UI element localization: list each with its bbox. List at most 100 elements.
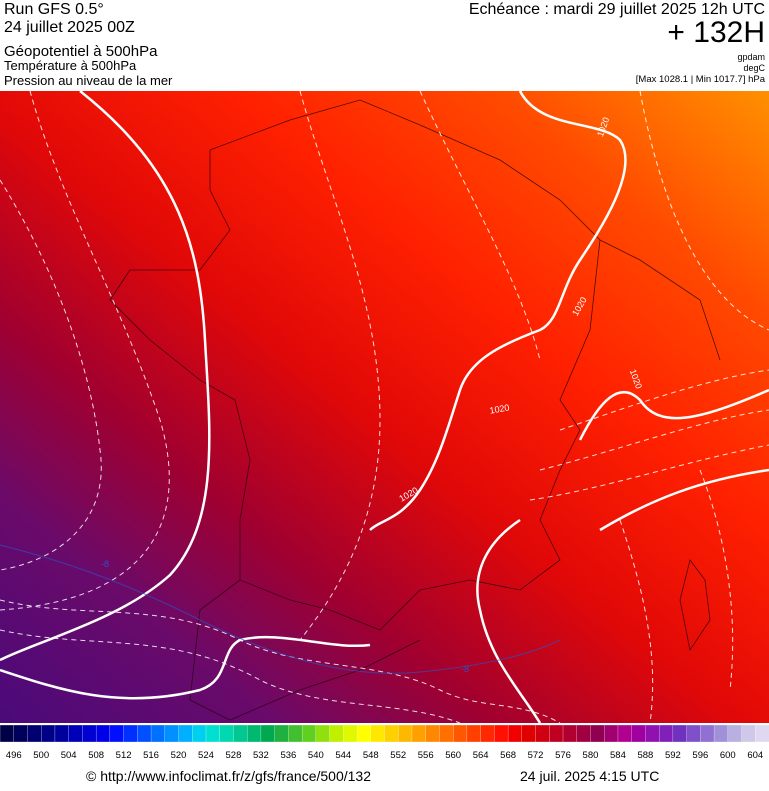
- colorbar-swatch: [604, 724, 619, 743]
- colorbar-swatch: [164, 724, 180, 743]
- colorbar-swatch: [631, 724, 647, 743]
- colorbar-swatch: [0, 724, 15, 743]
- temperature-label: Température à 500hPa: [4, 58, 137, 73]
- source-url: © http://www.infoclimat.fr/z/gfs/france/…: [86, 768, 371, 784]
- pressure-label: Pression au niveau de la mer: [4, 73, 173, 88]
- colorbar-label: 564: [473, 750, 489, 761]
- field-label: Géopotentiel à 500hPa: [4, 43, 158, 60]
- colorbar-label: 528: [226, 750, 242, 761]
- colorbar-label: 604: [747, 750, 763, 761]
- colorbar-label: 524: [198, 750, 214, 761]
- temperature-contours: [0, 544, 561, 674]
- colorbar-swatch: [700, 724, 715, 743]
- colorbar-swatch: [713, 724, 729, 743]
- colorbar-swatch: [576, 724, 592, 743]
- colorbar-swatch: [13, 724, 29, 743]
- contour-label: 1020: [489, 402, 510, 415]
- timestamp: 24 juil. 2025 4:15 UTC: [520, 768, 659, 784]
- colorbar-swatch: [741, 724, 756, 743]
- colorbar-swatch: [617, 724, 633, 743]
- colorbar-label: 504: [61, 750, 77, 761]
- colorbar-swatch: [247, 724, 262, 743]
- colorbar-swatch: [755, 724, 769, 743]
- colorbar: 496 500 504 508 512 516 520 524 528 532 536 540 544 5…: [0, 724, 769, 761]
- colorbar-swatch: [356, 724, 372, 743]
- colorbar-swatch: [27, 724, 42, 743]
- colorbar-swatch: [288, 724, 303, 743]
- colorbar-label: 572: [528, 750, 544, 761]
- run-label: Run GFS 0.5°: [4, 1, 104, 18]
- unit-temp: degC: [743, 63, 765, 73]
- colorbar-swatch: [301, 724, 317, 743]
- colorbar-swatch: [521, 724, 537, 743]
- colorbar-swatch: [425, 724, 441, 743]
- colorbar-swatch: [150, 724, 166, 743]
- colorbar-label: 596: [692, 750, 708, 761]
- unit-geo: gpdam: [737, 52, 765, 62]
- colorbar-swatch: [590, 724, 605, 743]
- colorbar-swatch: [123, 724, 138, 743]
- colorbar-label: 584: [610, 750, 626, 761]
- colorbar-swatch: [68, 724, 84, 743]
- colorbar-label: 580: [583, 750, 599, 761]
- colorbar-swatch: [439, 724, 454, 743]
- colorbar-label: 540: [308, 750, 324, 761]
- colorbar-swatch: [109, 724, 125, 743]
- colorbar-swatch: [411, 724, 427, 743]
- colorbar-label: 592: [665, 750, 681, 761]
- colorbar-label: 508: [88, 750, 104, 761]
- colorbar-swatch: [384, 724, 399, 743]
- colorbar-swatch: [453, 724, 468, 743]
- colorbar-swatch: [137, 724, 152, 743]
- colorbar-swatch: [370, 724, 386, 743]
- colorbar-label: 548: [363, 750, 379, 761]
- colorbar-label: 588: [637, 750, 653, 761]
- colorbar-swatch: [480, 724, 496, 743]
- colorbar-swatch: [219, 724, 235, 743]
- colorbar-label: 532: [253, 750, 269, 761]
- colorbar-swatch: [178, 724, 193, 743]
- colorbar-swatch: [549, 724, 564, 743]
- colorbar-swatch: [192, 724, 207, 743]
- colorbar-label: 556: [418, 750, 434, 761]
- colorbar-swatch: [535, 724, 550, 743]
- colorbar-swatch: [274, 724, 290, 743]
- colorbar-swatch: [205, 724, 221, 743]
- colorbar-label: 496: [6, 750, 22, 761]
- colorbar-label: 544: [335, 750, 351, 761]
- run-date: 24 juillet 2025 00Z: [4, 19, 135, 36]
- colorbar-label: 520: [171, 750, 187, 761]
- colorbar-label: 560: [445, 750, 461, 761]
- colorbar-swatch: [672, 724, 688, 743]
- contour-label: -8: [101, 559, 109, 569]
- colorbar-label: 552: [390, 750, 406, 761]
- pressure-range: [Max 1028.1 | Min 1017.7] hPa: [636, 74, 766, 85]
- colorbar-swatch: [343, 724, 358, 743]
- echeance: Echéance : mardi 29 juillet 2025 12h UTC: [469, 1, 765, 18]
- geopotential-contours: [0, 90, 769, 724]
- colorbar-swatch: [686, 724, 701, 743]
- colorbar-swatch: [329, 724, 344, 743]
- colorbar-swatch: [41, 724, 56, 743]
- colorbar-swatch: [727, 724, 743, 743]
- temperature-field: [0, 91, 769, 723]
- colorbar-swatch: [658, 724, 674, 743]
- colorbar-label: 600: [720, 750, 736, 761]
- colorbar-swatch: [494, 724, 509, 743]
- colorbar-swatch: [507, 724, 523, 743]
- borders: [109, 99, 721, 721]
- colorbar-label: 500: [33, 750, 49, 761]
- colorbar-label: 512: [116, 750, 132, 761]
- colorbar-swatch: [260, 724, 276, 743]
- colorbar-swatch: [466, 724, 482, 743]
- colorbar-swatch: [54, 724, 70, 743]
- colorbar-swatch: [233, 724, 248, 743]
- lead-time: + 132H: [667, 16, 765, 49]
- colorbar-label: 516: [143, 750, 159, 761]
- colorbar-label: 568: [500, 750, 516, 761]
- colorbar-swatch: [315, 724, 331, 743]
- colorbar-swatch: [562, 724, 578, 743]
